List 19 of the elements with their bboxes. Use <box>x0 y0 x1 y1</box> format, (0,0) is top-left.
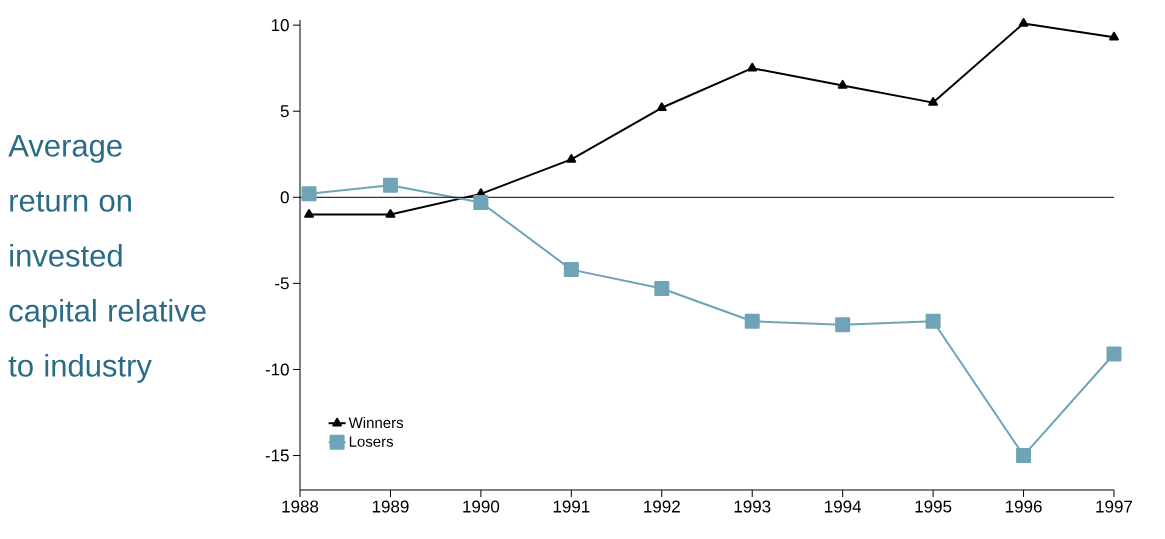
x-tick-label: 1991 <box>553 500 590 513</box>
y-tick-label: 0 <box>280 191 289 204</box>
y-tick-label: -5 <box>275 277 289 290</box>
x-tick-label: 1997 <box>1096 500 1133 513</box>
x-tick-label: 1996 <box>1005 500 1042 513</box>
y-axis-title: Average return on invested capital relative to industry <box>8 135 206 383</box>
y-tick-label: -10 <box>265 363 289 376</box>
y-tick-label: -15 <box>265 449 289 462</box>
x-tick-label: 1995 <box>915 500 952 513</box>
x-tick-label: 1992 <box>644 500 680 513</box>
x-tick-label: 1994 <box>825 500 862 513</box>
x-tick-label: 1990 <box>463 500 500 513</box>
x-tick-label: 1989 <box>372 500 409 513</box>
legend-label: Winners <box>348 417 404 429</box>
y-tick-label: 5 <box>280 105 289 118</box>
y-tick-label: 10 <box>271 19 289 32</box>
x-tick-label: 1993 <box>734 500 771 513</box>
legend-label: Losers <box>349 436 394 447</box>
x-tick-label: 1988 <box>282 500 319 513</box>
